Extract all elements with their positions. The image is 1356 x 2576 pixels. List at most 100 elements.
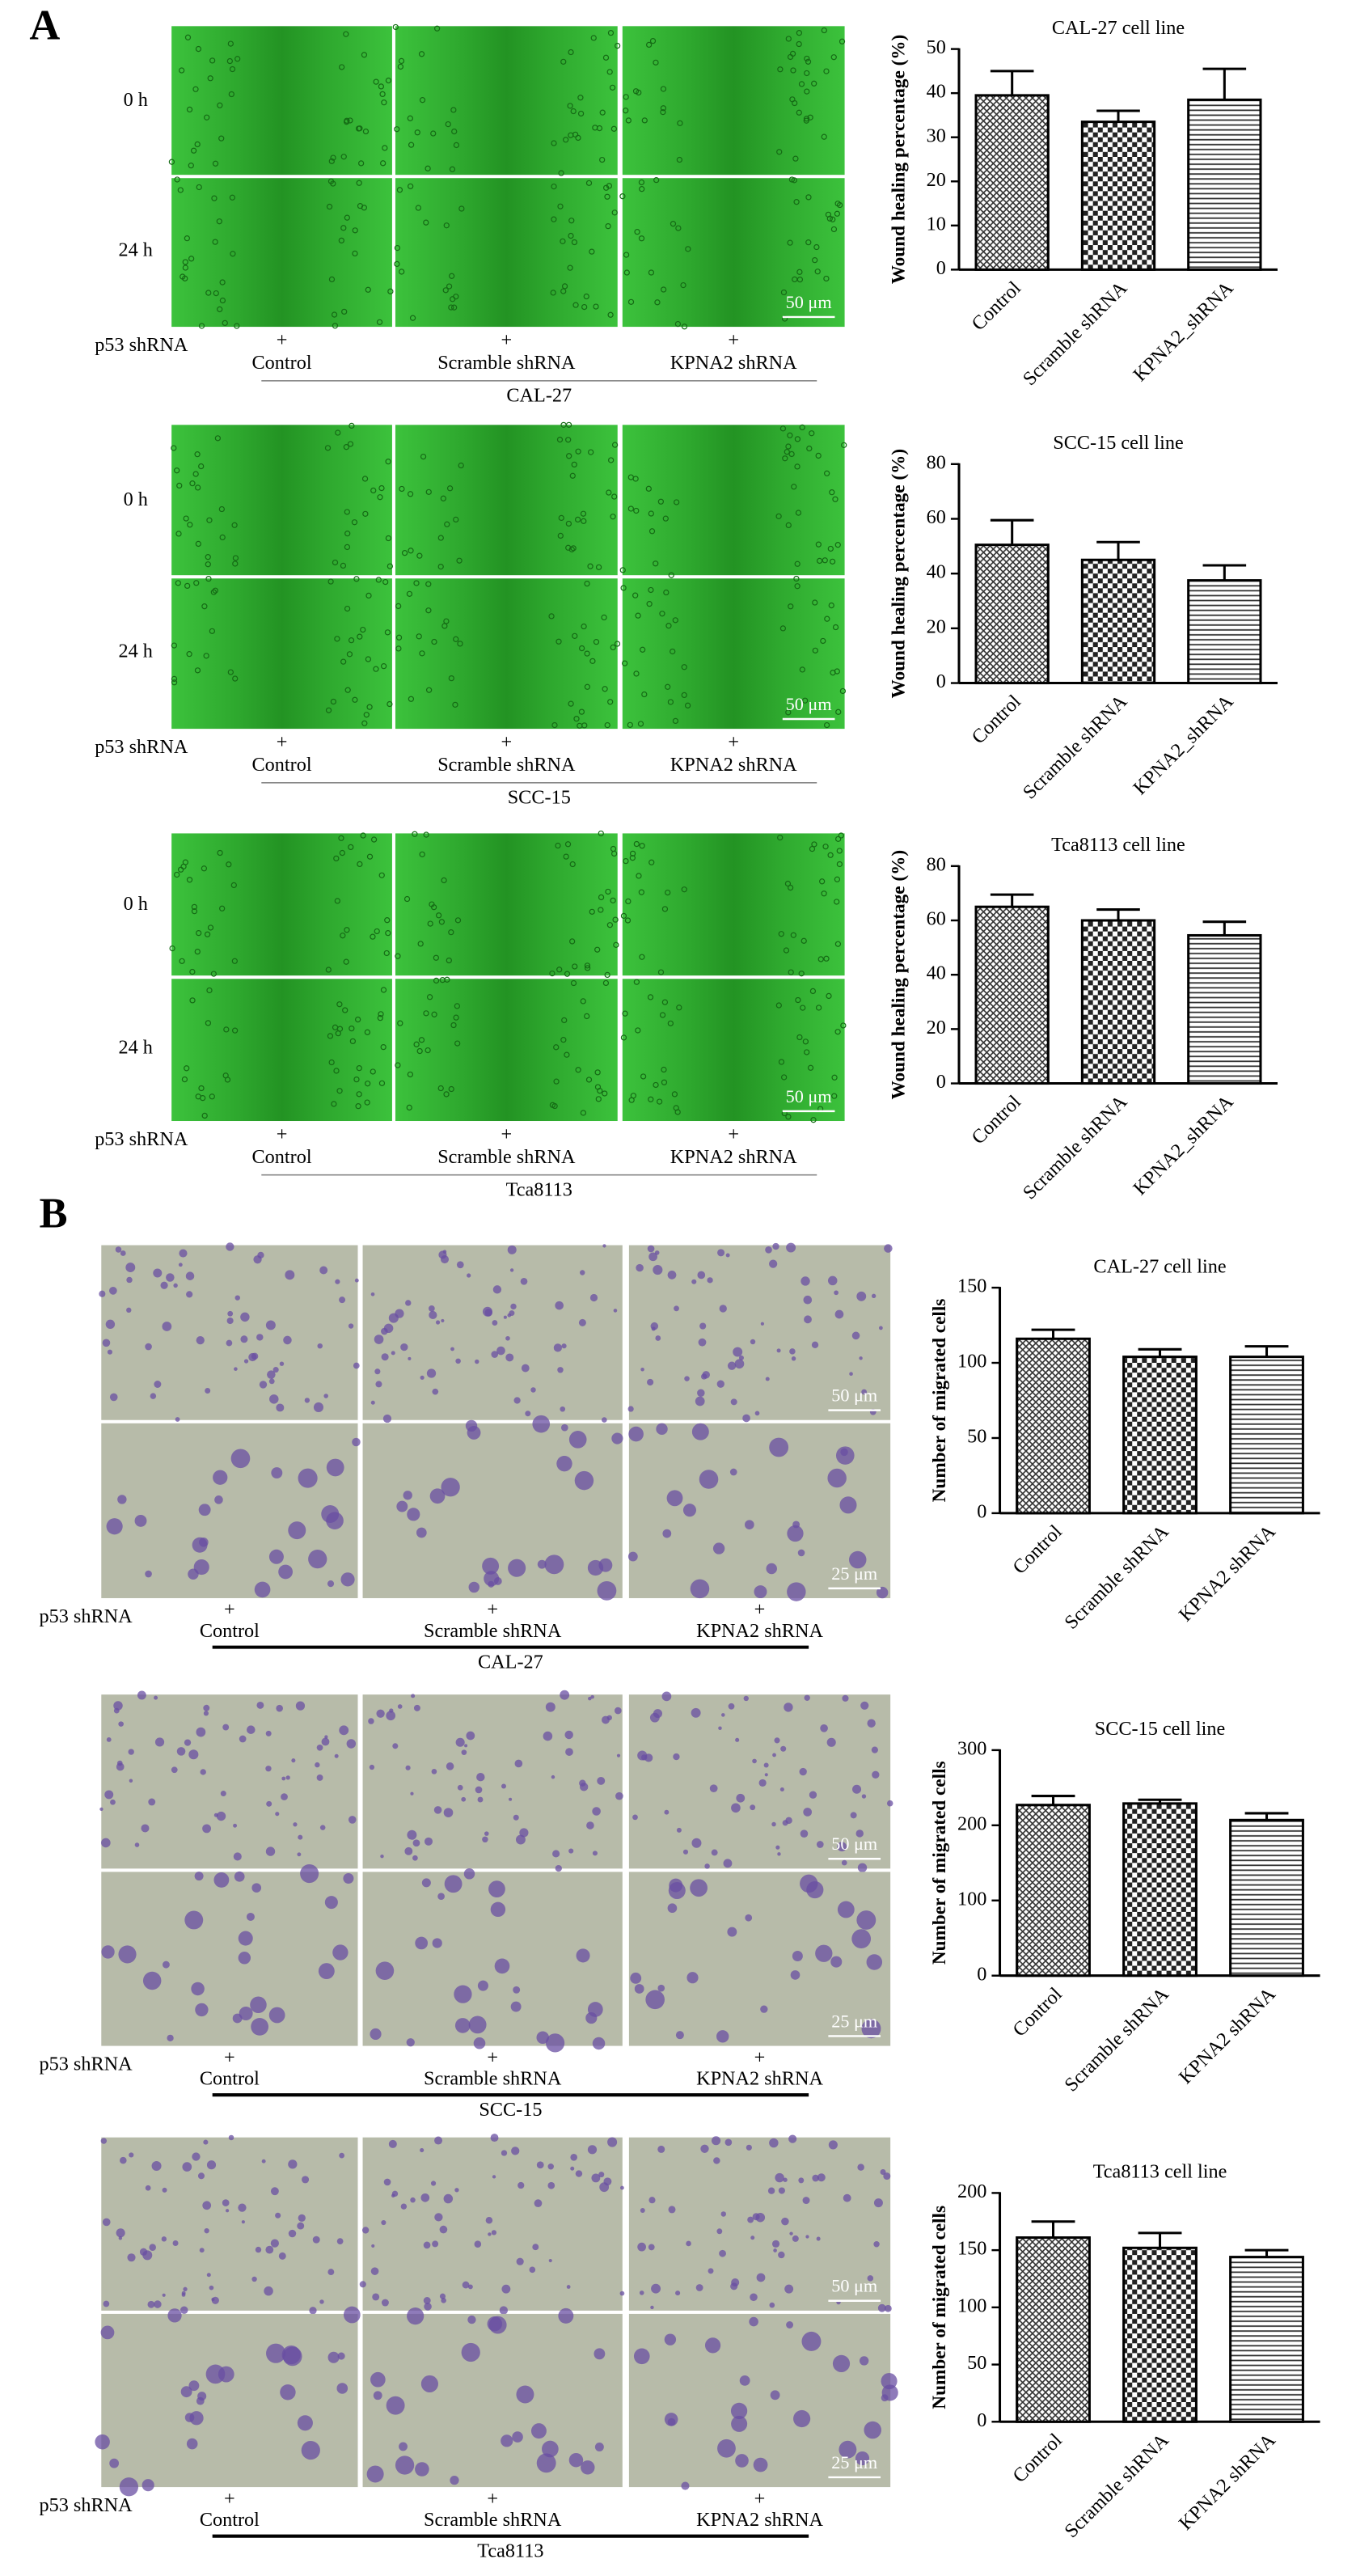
cell-texture (829, 558, 836, 565)
cell-texture (363, 712, 370, 718)
stained-cell (204, 2228, 209, 2234)
y-tick-label: 80 (927, 853, 946, 875)
cell-texture (782, 455, 788, 462)
cell-texture (623, 94, 629, 100)
cell-texture (821, 890, 827, 897)
cell-texture (640, 646, 646, 653)
stained-cell (118, 1721, 124, 1727)
cell-texture (830, 54, 837, 61)
cell-texture (355, 1103, 361, 1110)
cell-texture (796, 40, 802, 48)
cell-texture (635, 612, 641, 619)
cell-texture (567, 103, 573, 109)
treatment-label: p53 shRNA (40, 2053, 133, 2075)
stained-cell (690, 1579, 710, 1599)
cell-texture (192, 86, 199, 92)
stained-cell (465, 1419, 478, 1432)
stained-cell (817, 2173, 826, 2182)
cell-texture (823, 721, 830, 729)
stained-cell (656, 1423, 668, 1436)
cell-texture (179, 958, 185, 964)
cell-texture (347, 117, 353, 124)
cell-texture (343, 444, 349, 450)
cell-texture (191, 903, 198, 911)
cell-texture (588, 449, 594, 455)
stained-cell (867, 2275, 874, 2282)
y-tick-label: 0 (977, 1500, 986, 1522)
cell-texture (610, 845, 617, 852)
cell-texture (413, 580, 420, 586)
cell-texture (219, 905, 226, 912)
cell-texture (800, 1005, 806, 1011)
y-axis-title: Number of migrated cells (929, 1761, 950, 1965)
cell-texture (577, 110, 585, 117)
stained-cell (391, 2190, 399, 2197)
cell-texture (425, 489, 432, 495)
cell-texture (334, 898, 340, 904)
stained-cell (354, 1278, 359, 1283)
stained-cell (657, 1984, 665, 1992)
stained-cell (276, 1704, 283, 1712)
cell-texture (327, 578, 334, 585)
cell-texture (627, 721, 633, 728)
stained-cell (407, 1508, 420, 1521)
stained-cell (238, 1952, 251, 1965)
cell-texture (452, 701, 458, 709)
stained-cell (727, 1361, 737, 1370)
stained-cell (756, 2273, 766, 2282)
stained-cell (226, 1339, 233, 1347)
stained-cell (750, 1804, 756, 1811)
cell-texture (347, 441, 354, 447)
stained-cell (346, 1739, 357, 1749)
cell-texture (583, 293, 589, 300)
cell-texture (625, 117, 632, 124)
stained-cell (99, 1807, 103, 1812)
stained-cell (188, 2380, 200, 2392)
cell-texture (226, 861, 232, 868)
cell-texture (349, 1025, 355, 1032)
scale-bar-label: 50 μm (786, 694, 832, 714)
cell-texture (219, 534, 226, 541)
cell-texture (611, 209, 618, 216)
marker: + (277, 731, 288, 753)
cell-texture (441, 877, 447, 884)
stained-cell (410, 1791, 414, 1796)
stained-cell (769, 1259, 778, 1268)
stained-cell (781, 2217, 789, 2226)
stained-cell (487, 2316, 503, 2332)
stained-cell (655, 1335, 661, 1341)
cell-texture (433, 954, 440, 961)
cell-texture (431, 638, 437, 645)
stained-cell (148, 1798, 156, 1806)
stained-cell (405, 1300, 412, 1306)
stained-cell (399, 2442, 408, 2451)
cell-texture (633, 670, 640, 677)
cell-texture (645, 485, 652, 492)
stained-cell (203, 2139, 209, 2145)
stained-cell (717, 1249, 725, 1257)
x-tick-label: Control (1008, 1521, 1067, 1579)
cell-texture (796, 30, 803, 36)
stained-cell (381, 2219, 387, 2226)
stained-cell (598, 1558, 613, 1572)
cell-texture (339, 64, 345, 70)
cell-texture (809, 430, 815, 437)
stained-cell (809, 1791, 817, 1799)
stained-cell (668, 2206, 676, 2214)
stained-cell (872, 1770, 880, 1779)
stained-cell (118, 1945, 137, 1964)
stained-cell (186, 2438, 198, 2450)
stained-cell (482, 1557, 500, 1575)
cell-texture (649, 37, 657, 44)
stained-cell (532, 1415, 551, 1433)
stained-cell (667, 2417, 676, 2426)
stained-cell (735, 2454, 749, 2468)
stained-cell (724, 2138, 733, 2147)
stained-cell (576, 1948, 590, 1963)
cell-texture (549, 970, 555, 977)
cell-texture (594, 946, 601, 953)
stained-cell (440, 1255, 450, 1264)
stained-cell (119, 2477, 139, 2497)
cell-texture (229, 66, 236, 73)
stained-cell (772, 1242, 779, 1250)
